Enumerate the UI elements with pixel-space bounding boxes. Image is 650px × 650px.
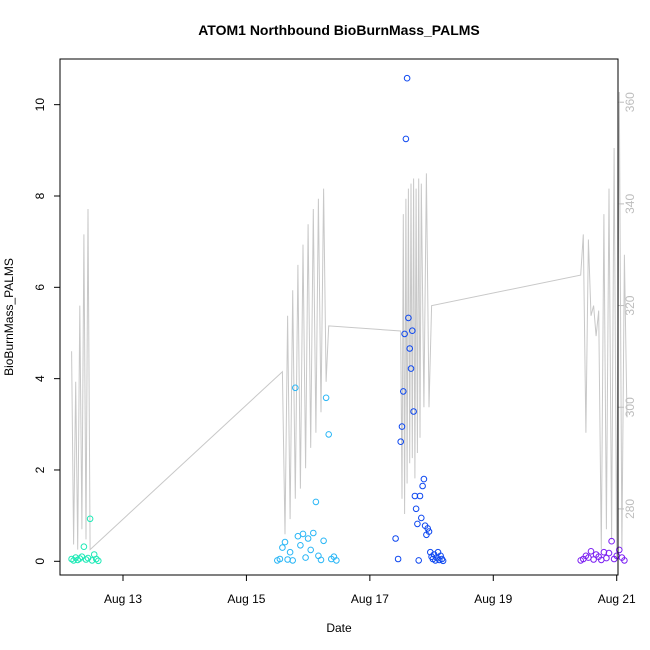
scatter-point <box>608 537 615 545</box>
y2-tick-label: 320 <box>623 295 637 315</box>
scatter-point <box>590 556 597 563</box>
scatter-point <box>95 557 102 565</box>
scatter-point <box>405 314 412 322</box>
axes: Aug 13 Aug 15 Aug 17 Aug 19 Aug 21 0 2 4 6 8 10 280… <box>33 92 637 606</box>
scatter-point <box>394 555 402 563</box>
x-tick-label: Aug 13 <box>104 592 142 606</box>
scatter-point <box>93 555 100 563</box>
scatter-point <box>307 546 315 554</box>
scatter-point <box>409 327 416 335</box>
scatter-point <box>587 548 595 555</box>
y-tick-label: 2 <box>33 466 47 473</box>
scatter-point <box>414 520 421 528</box>
y2-tick-label: 280 <box>623 499 637 519</box>
y-tick-label: 4 <box>33 375 47 382</box>
scatter-point <box>304 535 312 542</box>
scatter-point <box>276 555 284 563</box>
scatter-point <box>406 345 414 352</box>
scatter-point <box>398 423 406 430</box>
scatter-point <box>286 548 294 556</box>
scatter-point <box>76 555 84 562</box>
x-tick-label: Aug 19 <box>474 592 512 606</box>
scatter-point <box>312 498 320 506</box>
y-tick-label: 6 <box>33 284 47 291</box>
scatter-point <box>415 557 423 564</box>
scatter-point <box>412 505 420 513</box>
scatter-point <box>397 438 405 446</box>
scatter-point <box>279 544 286 551</box>
scatter-point <box>320 537 327 545</box>
line-series-path <box>71 91 628 560</box>
scatter-point <box>418 514 425 522</box>
scatter-points <box>68 74 628 565</box>
scatter-point <box>302 554 309 561</box>
scatter-point <box>420 475 428 483</box>
chart-title: ATOM1 Northbound BioBurnMass_PALMS <box>198 22 480 38</box>
scatter-point <box>425 528 433 535</box>
x-axis-label: Date <box>326 621 352 635</box>
scatter-point <box>437 552 444 560</box>
scatter-point <box>424 525 432 532</box>
scatter-point <box>317 556 325 564</box>
scatter-point <box>325 431 333 438</box>
right-axis-line-series <box>71 91 628 560</box>
scatter-point <box>392 535 399 542</box>
scatter-point <box>407 365 415 372</box>
y-tick-label: 0 <box>33 558 47 565</box>
y-tick-label: 8 <box>33 192 47 199</box>
scatter-point <box>88 557 96 564</box>
x-tick-label: Aug 17 <box>351 592 389 606</box>
scatter-point <box>289 557 297 564</box>
scatter-point <box>605 549 613 557</box>
scatter-point <box>438 555 446 563</box>
y2-tick-label: 300 <box>623 397 637 417</box>
scatter-point <box>299 530 307 538</box>
y-tick-label: 10 <box>33 98 47 112</box>
x-tick-label: Aug 21 <box>598 592 636 606</box>
scatter-point <box>281 538 289 546</box>
scatter-point <box>322 394 330 402</box>
scatter-point <box>80 543 88 551</box>
scatter-point <box>416 492 424 500</box>
scatter-point <box>403 74 411 82</box>
scatter-point <box>297 542 304 549</box>
y-axis-label: BioBurnMass_PALMS <box>2 258 16 376</box>
scatter-point <box>616 546 623 554</box>
scatter-point <box>310 529 317 537</box>
scatter-point <box>603 554 610 562</box>
y2-tick-label: 360 <box>623 92 637 112</box>
scatter-point <box>621 557 628 564</box>
scatter-point <box>410 408 417 415</box>
scatter-point <box>292 384 299 392</box>
x-tick-label: Aug 15 <box>227 592 265 606</box>
plot-frame <box>59 58 619 576</box>
scatter-point <box>400 388 407 395</box>
scatter-point <box>401 330 408 338</box>
scatter-point <box>402 135 410 143</box>
scatter-point <box>86 515 94 523</box>
scatter-point <box>411 492 419 500</box>
scatter-point <box>439 557 447 565</box>
scatter-point <box>333 557 340 564</box>
scatter-point <box>419 482 426 490</box>
y2-tick-label: 340 <box>623 194 637 214</box>
